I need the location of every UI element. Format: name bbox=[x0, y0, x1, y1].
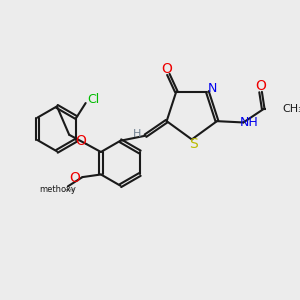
Text: CH₃: CH₃ bbox=[282, 104, 300, 114]
Text: methyl: methyl bbox=[65, 188, 74, 192]
Text: Cl: Cl bbox=[87, 93, 99, 106]
Text: methoxy: methoxy bbox=[39, 184, 76, 194]
Text: O: O bbox=[255, 79, 266, 93]
Text: O: O bbox=[162, 61, 172, 76]
Text: N: N bbox=[207, 82, 217, 95]
Text: S: S bbox=[189, 137, 197, 151]
Text: O: O bbox=[70, 171, 80, 185]
Text: H: H bbox=[133, 129, 141, 140]
Text: O: O bbox=[75, 134, 86, 148]
Text: NH: NH bbox=[240, 116, 259, 129]
